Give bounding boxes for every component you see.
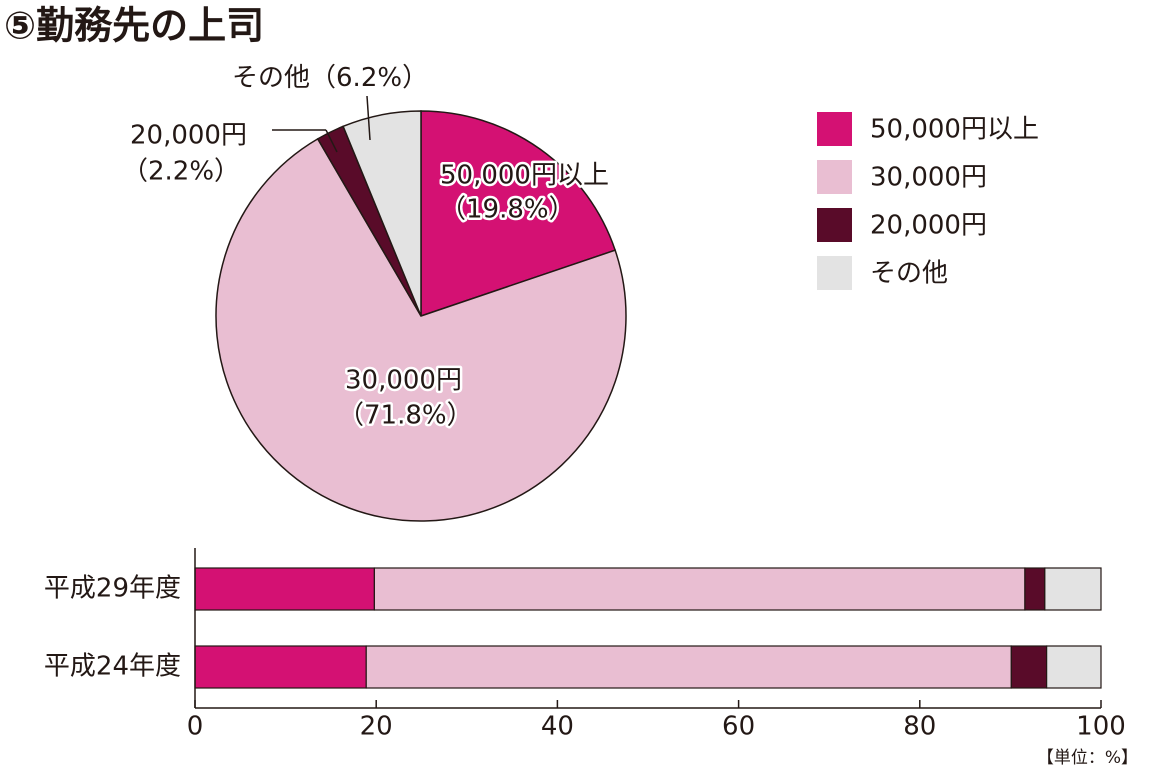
y-tick-label: 平成24年度 xyxy=(44,652,181,682)
slice-name: 30,000円 xyxy=(345,366,462,396)
slice-value-label: （19.8%） xyxy=(440,195,575,225)
leader-line xyxy=(366,95,371,141)
bar-segment xyxy=(1046,645,1102,689)
legend-swatch xyxy=(817,112,852,146)
bar-segment xyxy=(365,645,1012,689)
bar-segment xyxy=(373,567,1026,611)
slice-value-label: （2.2%） xyxy=(122,157,240,187)
pie-chart: 50,000円以上 （19.8%） 30,000円 （71.8%） 20,000円 （2.… xyxy=(122,63,627,522)
legend-swatch xyxy=(817,256,852,290)
x-tick-label: 0 xyxy=(187,712,204,742)
bar-segment xyxy=(194,645,367,689)
pie-slice xyxy=(342,110,422,317)
bar-segment xyxy=(1044,567,1102,611)
slice-value-label: （71.8%） xyxy=(338,401,473,431)
pie-slice xyxy=(215,137,627,522)
x-tick-label: 60 xyxy=(722,712,755,742)
bar-segment xyxy=(194,567,375,611)
legend-label: 50,000円以上 xyxy=(870,115,1039,145)
slice-name: 50,000円以上 xyxy=(440,161,609,191)
legend-label: 30,000円 xyxy=(870,163,987,193)
legend-swatch xyxy=(817,208,852,242)
legend-label: その他 xyxy=(870,259,948,289)
slice-value-label: （6.2%） xyxy=(310,63,428,93)
x-tick-label: 80 xyxy=(903,712,936,742)
slice-label: その他（6.2%） xyxy=(232,63,428,93)
slice-name: 20,000円 xyxy=(130,121,247,151)
page-title: ⑤勤務先の上司 xyxy=(4,4,264,48)
slice-name: その他 xyxy=(232,63,310,93)
legend-swatch xyxy=(817,160,852,194)
x-tick-label: 40 xyxy=(541,712,574,742)
legend-label: 20,000円 xyxy=(870,211,987,241)
bar-segment xyxy=(1024,567,1046,611)
leader-line xyxy=(325,129,338,153)
x-tick-label: 20 xyxy=(360,712,393,742)
bar-segment xyxy=(1010,645,1048,689)
unit-note: 【単位：%】 xyxy=(1037,748,1138,768)
pie-slice xyxy=(420,110,617,318)
x-tick-label: 100 xyxy=(1076,712,1126,742)
y-tick-label: 平成29年度 xyxy=(44,574,181,604)
